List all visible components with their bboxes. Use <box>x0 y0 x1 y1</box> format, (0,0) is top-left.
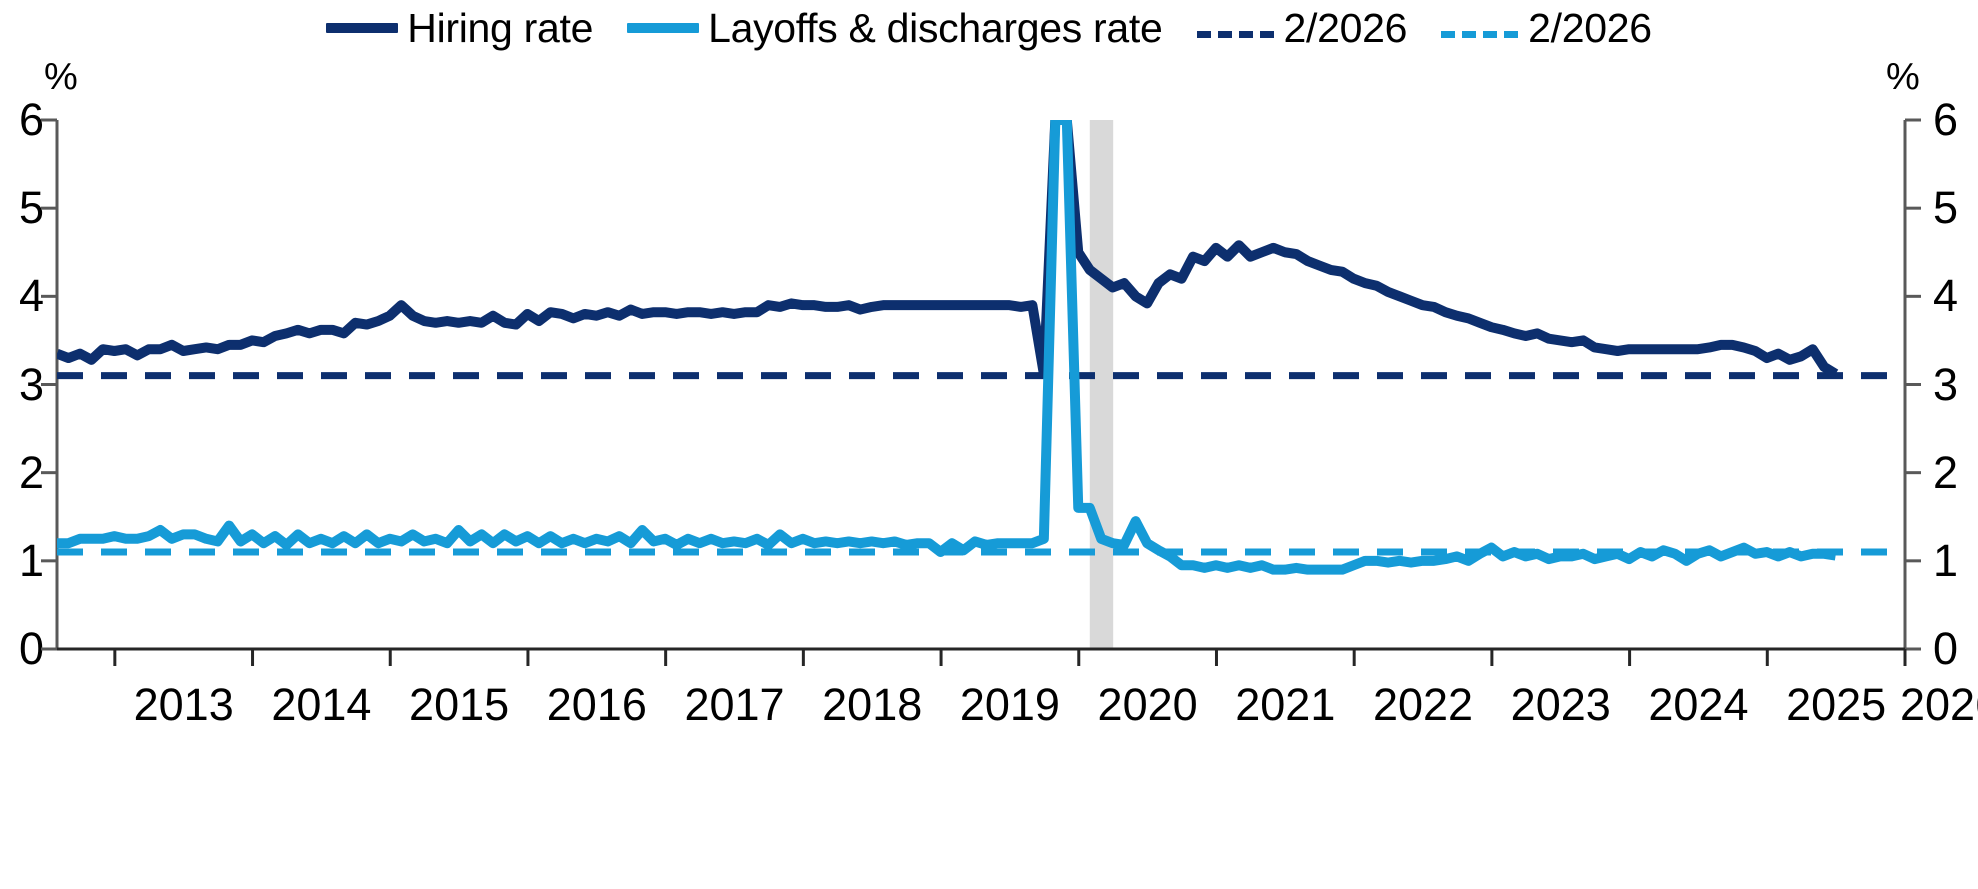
legend-item-hiring-reference[interactable]: 2/2026 <box>1196 4 1408 51</box>
recession-band-layer <box>1089 120 1114 649</box>
left-y-tick-label: 1 <box>18 534 44 586</box>
legend-item-hiring-rate[interactable]: Hiring rate <box>326 4 594 51</box>
x-tick-label: 2026 <box>1899 679 1978 730</box>
right-y-tick-label: 6 <box>1933 94 1959 145</box>
axis-lines-layer <box>41 118 1921 666</box>
legend-label-layoffs-rate: Layoffs & discharges rate <box>708 4 1163 51</box>
legend-label-hiring-reference: 2/2026 <box>1283 4 1408 51</box>
x-tick-label: 2016 <box>546 679 647 730</box>
legend-item-layoffs-rate[interactable]: Layoffs & discharges rate <box>627 4 1163 51</box>
x-tick-label: 2023 <box>1510 679 1611 730</box>
x-tick-label: 2018 <box>822 679 923 730</box>
x-tick-label: 2015 <box>409 679 510 730</box>
legend-label-layoffs-reference: 2/2026 <box>1528 4 1652 51</box>
left-y-tick-label: 5 <box>18 182 44 234</box>
x-tick-label: 2019 <box>959 679 1060 730</box>
covid-recession-band <box>1089 120 1114 649</box>
series-line-hiring-rate <box>57 120 1839 379</box>
legend-item-layoffs-reference[interactable]: 2/2026 <box>1441 4 1652 51</box>
solid-line-swatch-icon <box>326 23 399 33</box>
x-tick-label: 2020 <box>1097 679 1198 730</box>
x-tick-label: 2014 <box>271 679 372 730</box>
x-tick-label: 2025 <box>1786 679 1887 730</box>
x-tick-label: 2022 <box>1372 679 1474 730</box>
chart-legend: Hiring rate Layoffs & discharges rate 2/… <box>0 0 1978 56</box>
right-y-tick-label: 0 <box>1933 623 1959 674</box>
left-axis-unit: % <box>44 56 78 98</box>
right-y-tick-label: 2 <box>1933 446 1959 498</box>
dashed-line-swatch-icon <box>1196 25 1275 38</box>
left-y-tick-label: 3 <box>18 358 44 410</box>
left-y-tick-label: 2 <box>18 446 44 498</box>
right-y-tick-label: 5 <box>1933 182 1959 234</box>
reference-lines-layer <box>57 372 1905 556</box>
right-axis-unit: % <box>1886 56 1920 98</box>
right-y-tick-label: 4 <box>1933 270 1959 322</box>
x-tick-label: 2013 <box>133 679 234 730</box>
series-line-layoffs-rate <box>57 120 1837 575</box>
legend-label-hiring-rate: Hiring rate <box>407 4 594 51</box>
x-tick-label: 2021 <box>1235 679 1336 730</box>
x-tick-label: 2024 <box>1648 679 1749 730</box>
left-y-tick-label: 4 <box>18 270 44 322</box>
data-series-layer <box>57 120 1839 575</box>
left-y-tick-label: 6 <box>18 94 44 145</box>
solid-line-swatch-icon <box>627 23 700 33</box>
x-tick-label: 2017 <box>684 679 785 730</box>
left-y-tick-label: 0 <box>18 623 44 674</box>
right-y-tick-label: 3 <box>1933 358 1959 410</box>
dashed-line-swatch-icon <box>1441 25 1520 38</box>
right-y-tick-label: 1 <box>1933 534 1959 586</box>
